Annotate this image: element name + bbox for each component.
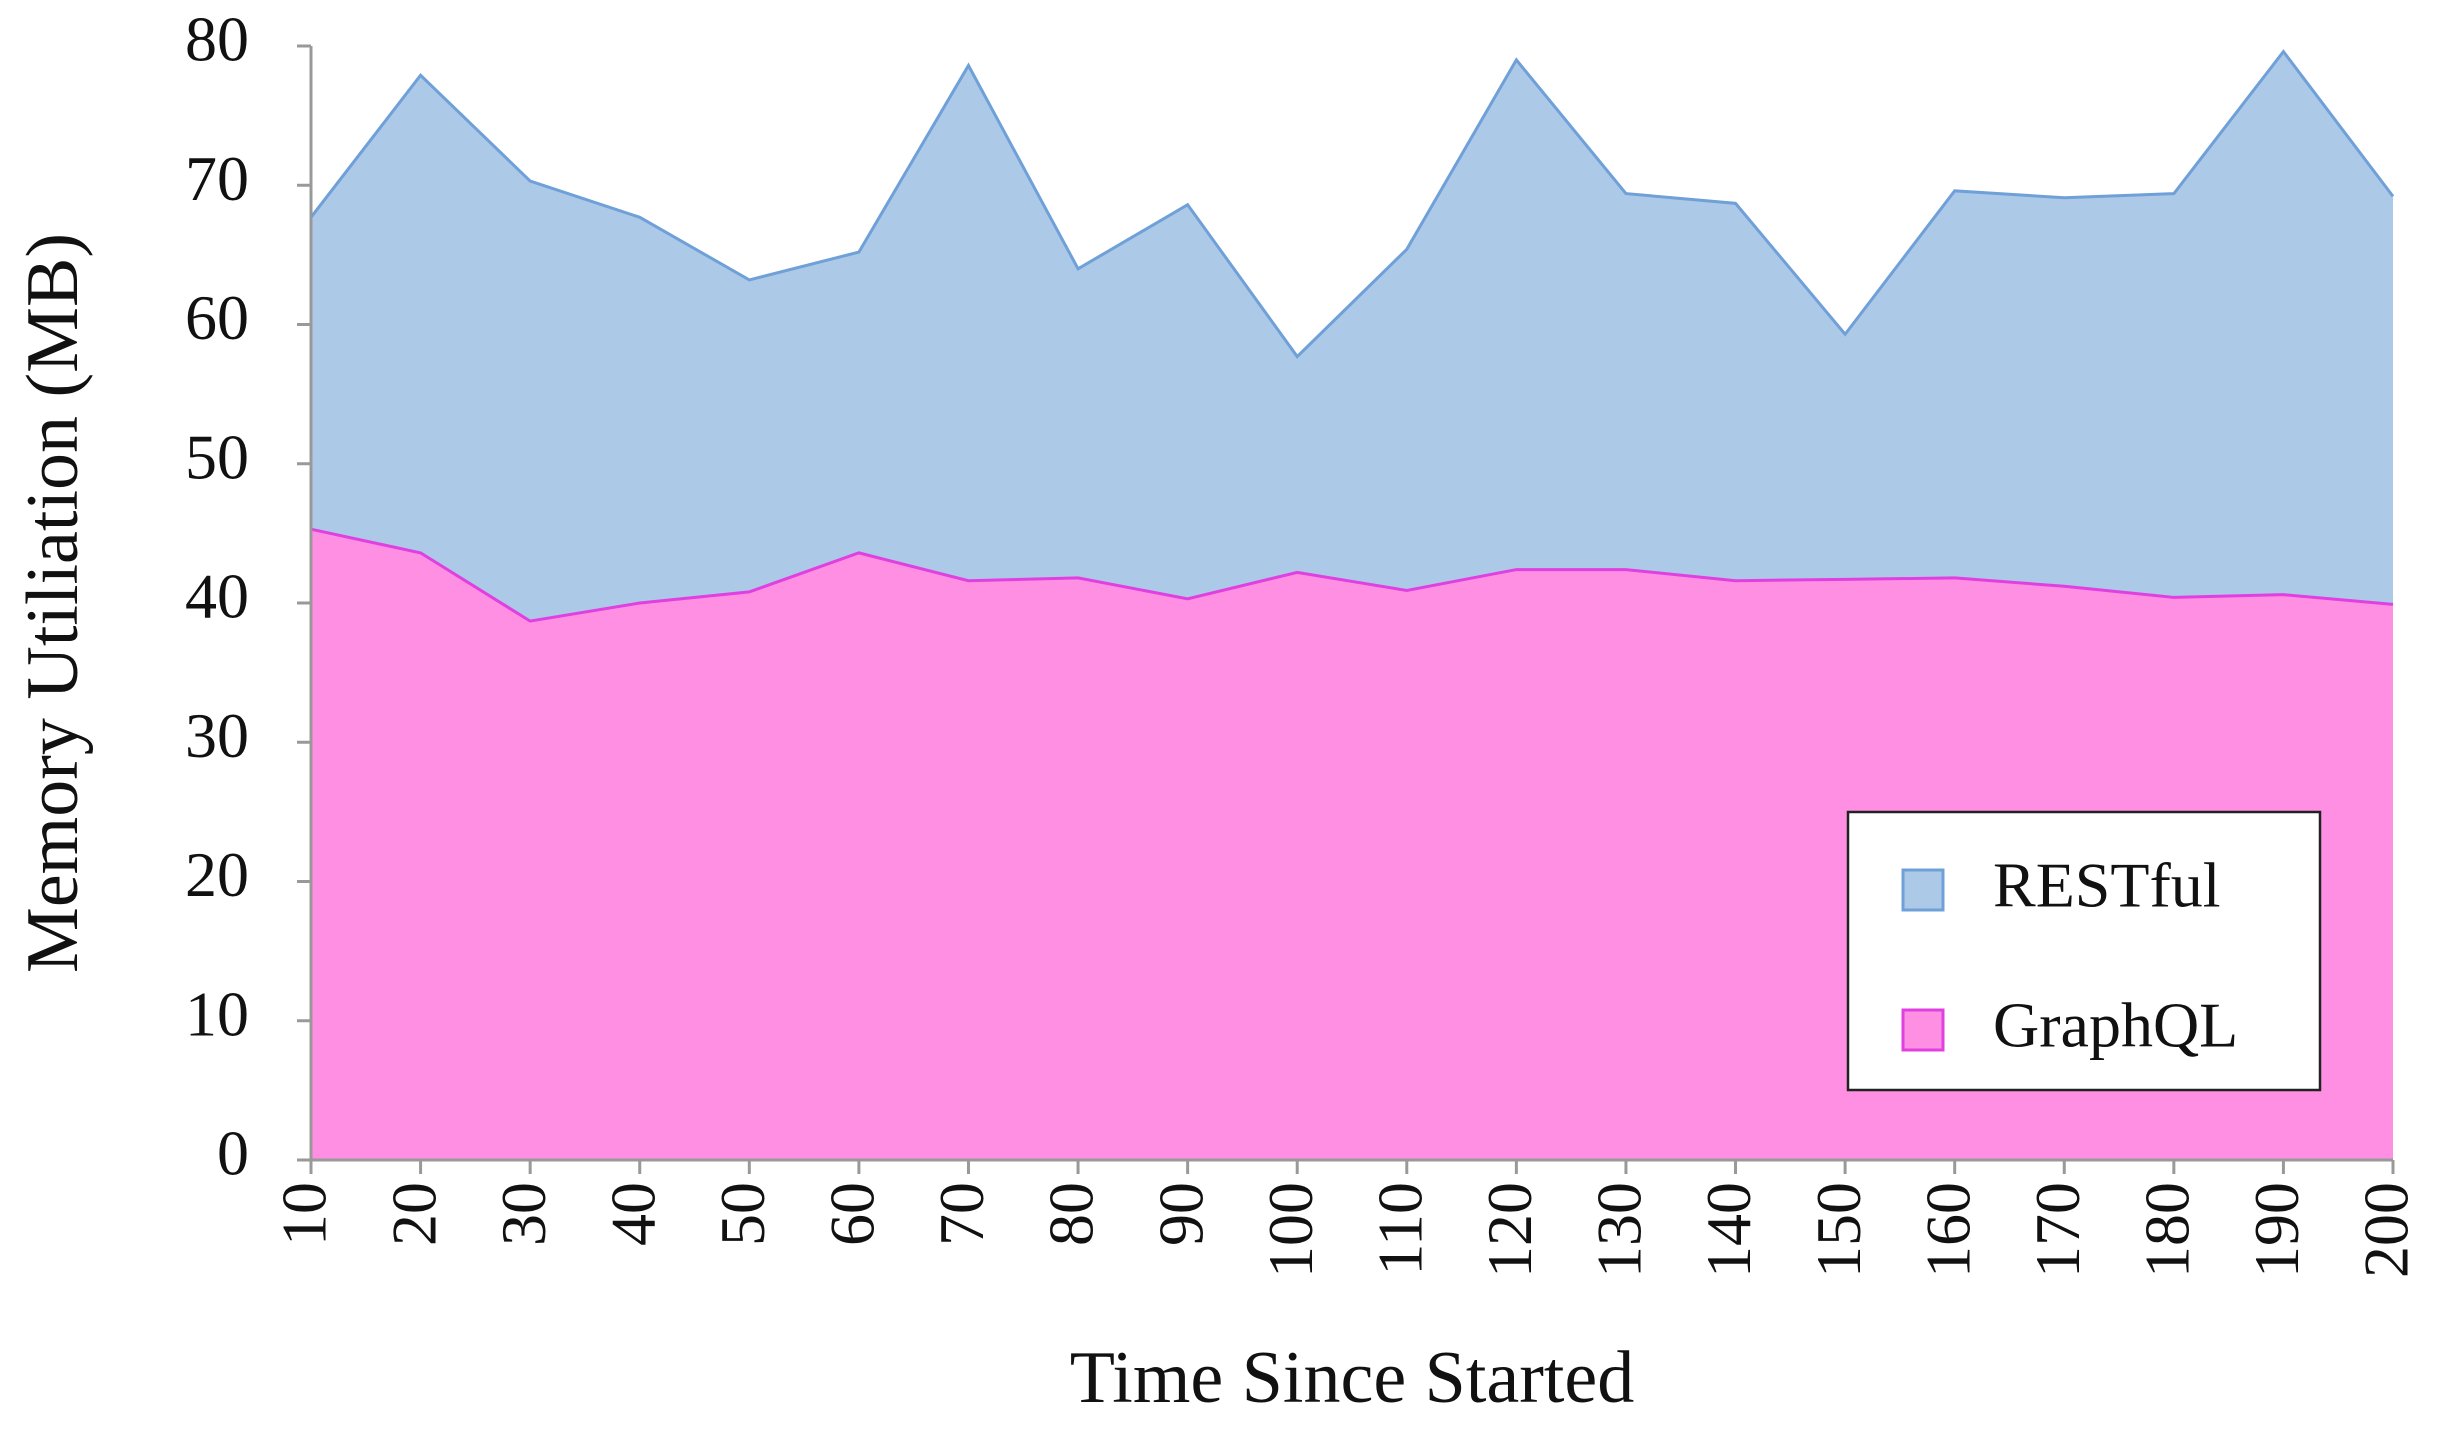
legend-label: GraphQL — [1993, 990, 2238, 1061]
y-tick-label: 70 — [185, 143, 249, 214]
x-tick-label: 10 — [269, 1182, 340, 1246]
x-tick-label: 130 — [1584, 1182, 1655, 1278]
x-tick-label: 140 — [1693, 1182, 1764, 1278]
area-line — [309, 49, 2395, 359]
y-tick-label: 30 — [185, 700, 249, 771]
legend-swatch — [1901, 868, 1945, 912]
x-tick-label: 60 — [817, 1182, 888, 1246]
area-line — [310, 527, 2394, 623]
x-tick-label: 120 — [1474, 1182, 1545, 1278]
x-tick-label: 70 — [926, 1182, 997, 1246]
x-axis-title: Time Since Started — [1070, 1337, 1635, 1419]
x-tick-label: 40 — [597, 1182, 668, 1246]
x-tick-label: 180 — [2132, 1182, 2203, 1278]
x-tick-label: 190 — [2241, 1182, 2312, 1278]
x-tick-label: 20 — [378, 1182, 449, 1246]
x-tick-label: 50 — [707, 1182, 778, 1246]
y-tick-label: 20 — [185, 839, 249, 910]
y-tick-label: 10 — [185, 978, 249, 1049]
x-tick-label: 150 — [1803, 1182, 1874, 1278]
x-tick-label: 30 — [488, 1182, 559, 1246]
legend-label: RESTful — [1993, 850, 2221, 921]
x-tick-label: 110 — [1364, 1182, 1435, 1276]
y-tick-label: 50 — [185, 421, 249, 492]
x-tick-label: 160 — [1912, 1182, 1983, 1278]
y-tick-label: 60 — [185, 282, 249, 353]
y-axis-title: Memory Utiliation (MB) — [12, 233, 94, 973]
x-tick-label: 90 — [1145, 1182, 1216, 1246]
y-tick-label: 40 — [185, 561, 249, 632]
y-tick-label: 80 — [185, 4, 249, 75]
x-tick-label: 80 — [1036, 1182, 1107, 1246]
y-tick-label: 0 — [217, 1118, 249, 1189]
x-tick-label: 100 — [1255, 1182, 1326, 1278]
x-tick-label: 170 — [2022, 1182, 2093, 1278]
legend-swatch — [1901, 1008, 1945, 1052]
x-tick-label: 200 — [2351, 1182, 2422, 1278]
legend: RESTful GraphQL — [1846, 810, 2322, 1092]
